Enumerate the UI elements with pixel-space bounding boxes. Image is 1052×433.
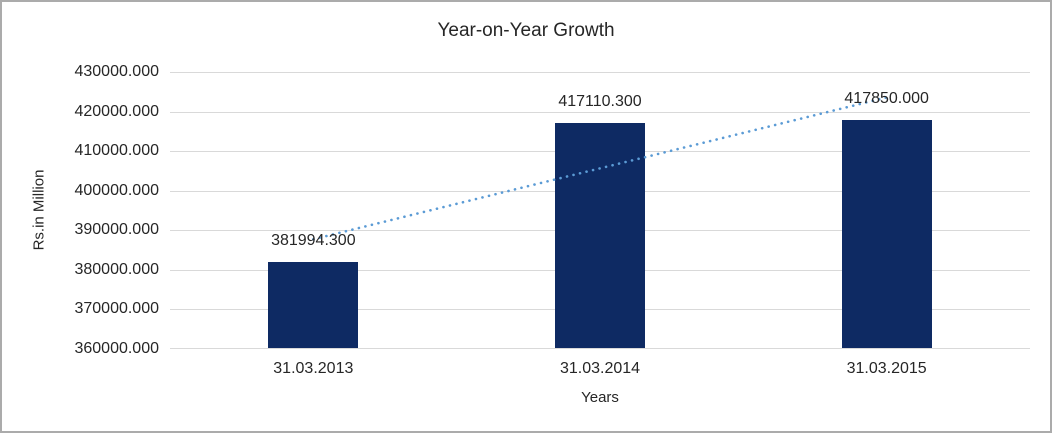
x-tick-label: 31.03.2015 [846, 360, 927, 377]
y-tick-label: 430000.000 [74, 63, 159, 80]
x-tick-label: 31.03.2014 [559, 360, 641, 377]
chart-title: Year-on-Year Growth [437, 20, 615, 41]
trendline [312, 96, 888, 241]
x-axis-title: Years [581, 389, 619, 406]
bar [268, 261, 359, 348]
bar-data-label: 417850.000 [844, 90, 929, 108]
x-tick-label: 31.03.2013 [273, 360, 354, 377]
bar-data-label: 381994.300 [271, 231, 356, 249]
y-tick-label: 420000.000 [74, 102, 159, 120]
gridline [170, 348, 1030, 349]
y-tick-label: 370000.000 [74, 300, 159, 318]
bar [841, 120, 932, 348]
y-tick-label: 390000.000 [74, 221, 159, 239]
y-tick-label: 400000.000 [74, 181, 159, 199]
bar-data-label: 417110.300 [558, 93, 642, 110]
plot-area [170, 72, 1030, 349]
y-tick-label: 380000.000 [74, 260, 159, 278]
trendline-svg [312, 96, 888, 241]
y-tick-label: 410000.000 [74, 142, 159, 160]
bar [555, 123, 645, 348]
gridline [170, 72, 1030, 73]
gridline [170, 111, 1030, 113]
y-tick-label: 360000.000 [74, 340, 159, 357]
